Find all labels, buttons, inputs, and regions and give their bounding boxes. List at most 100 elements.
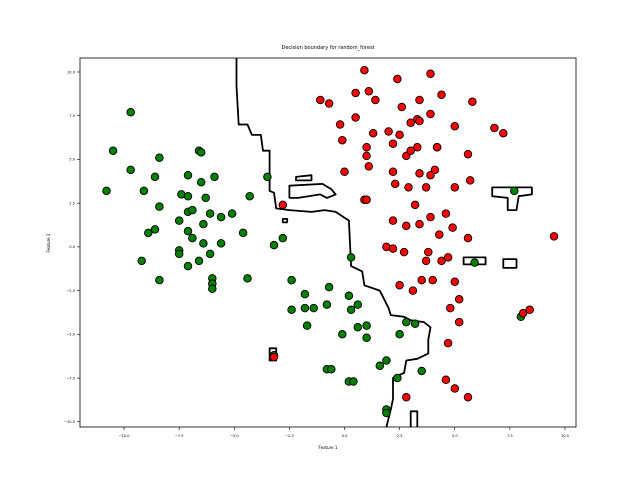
scatter-point — [388, 167, 398, 176]
scatter-point — [137, 256, 146, 266]
scatter-point — [468, 97, 477, 106]
scatter-point — [549, 232, 559, 241]
scatter-point — [463, 149, 473, 159]
scatter-point — [287, 305, 296, 315]
scatter-point — [316, 95, 325, 105]
scatter-point — [371, 95, 380, 105]
scatter-point — [402, 221, 411, 231]
scatter-point — [351, 113, 360, 122]
scatter-point — [208, 284, 217, 294]
scatter-point — [426, 69, 435, 78]
scatter-point — [351, 88, 360, 98]
scatter-point — [102, 186, 111, 196]
scatter-point — [335, 120, 345, 129]
scatter-point — [450, 121, 460, 131]
scatter-point — [415, 95, 424, 105]
scatter-point — [150, 172, 160, 182]
x-axis-ticks: −10.0 −7.5 −5.0 −2.5 0.0 2.5 5.0 7.5 10.0 — [119, 427, 570, 438]
scatter-point — [362, 333, 371, 343]
x-tick-label: −10.0 — [119, 434, 131, 438]
data-points — [102, 65, 559, 418]
scatter-point — [287, 275, 296, 285]
scatter-point — [410, 319, 420, 329]
scatter-point — [421, 183, 431, 192]
scatter-point — [199, 239, 208, 248]
scatter-point — [463, 233, 473, 243]
scatter-point — [344, 291, 354, 301]
x-tick-label: 5.0 — [452, 434, 458, 438]
scatter-point — [340, 167, 349, 176]
scatter-point — [450, 183, 460, 192]
scatter-point — [395, 130, 404, 140]
y-axis-ticks: −10.0 −7.5 −5.0 −2.5 0.0 2.5 5.0 7.5 10.0 — [64, 70, 80, 424]
boundary-contour — [281, 218, 289, 224]
scatter-point — [441, 209, 451, 218]
x-tick-label: 0.0 — [342, 434, 348, 438]
scatter-point — [322, 300, 332, 309]
scatter-point — [188, 205, 197, 215]
x-tick-label: −7.5 — [175, 434, 184, 438]
scatter-point — [150, 225, 160, 234]
scatter-point — [139, 186, 149, 196]
scatter-point — [415, 116, 424, 126]
scatter-point — [410, 200, 420, 210]
scatter-point — [393, 373, 402, 383]
x-axis-label: Feature 1 — [319, 445, 338, 450]
y-tick-label: 7.5 — [69, 114, 75, 118]
scatter-point — [210, 172, 219, 182]
scatter-point — [338, 135, 347, 145]
scatter-point — [155, 202, 164, 211]
scatter-point — [450, 277, 460, 287]
scatter-point — [413, 142, 422, 152]
scatter-point — [428, 275, 437, 285]
boundary-contour — [409, 410, 419, 427]
scatter-point — [263, 172, 272, 182]
scatter-point — [108, 146, 118, 155]
scatter-point — [362, 321, 371, 330]
scatter-point — [397, 102, 407, 112]
scatter-point — [450, 384, 460, 393]
y-tick-label: 5.0 — [69, 158, 75, 162]
scatter-point — [437, 256, 446, 266]
scatter-point — [443, 253, 453, 262]
scatter-point — [388, 244, 398, 253]
scatter-point — [402, 317, 411, 327]
scatter-point — [395, 281, 404, 290]
scatter-point — [155, 153, 164, 162]
scatter-point — [353, 323, 363, 332]
scatter-point — [430, 165, 440, 175]
scatter-point — [188, 233, 197, 243]
plot-area — [79, 57, 577, 428]
scatter-point — [415, 219, 424, 229]
boundary-contour — [288, 183, 337, 199]
scatter-point — [324, 99, 334, 108]
scatter-point — [243, 274, 252, 283]
scatter-point — [126, 165, 135, 175]
scatter-point — [454, 317, 464, 327]
scatter-point — [432, 142, 442, 152]
scatter-point — [269, 240, 279, 250]
boundary-contour — [502, 258, 518, 269]
scatter-point — [390, 179, 400, 189]
scatter-point — [362, 151, 371, 161]
y-tick-label: 0.0 — [69, 245, 75, 249]
scatter-point — [404, 183, 413, 192]
scatter-point — [269, 352, 279, 362]
scatter-point — [388, 216, 398, 225]
scatter-point — [362, 195, 371, 204]
scatter-point — [406, 118, 415, 127]
scatter-point — [183, 226, 193, 236]
boundary-contour — [235, 58, 432, 428]
scatter-point — [278, 200, 288, 210]
scatter-point — [309, 303, 318, 313]
scatter-point — [126, 107, 135, 117]
scatter-point — [510, 186, 519, 196]
scatter-point — [417, 275, 426, 285]
boundary-contour — [491, 186, 533, 211]
scatter-point — [216, 212, 226, 222]
scatter-point — [362, 142, 371, 152]
x-tick-label: 7.5 — [507, 434, 513, 438]
y-tick-label: −7.5 — [66, 376, 75, 380]
scatter-point — [393, 74, 402, 84]
